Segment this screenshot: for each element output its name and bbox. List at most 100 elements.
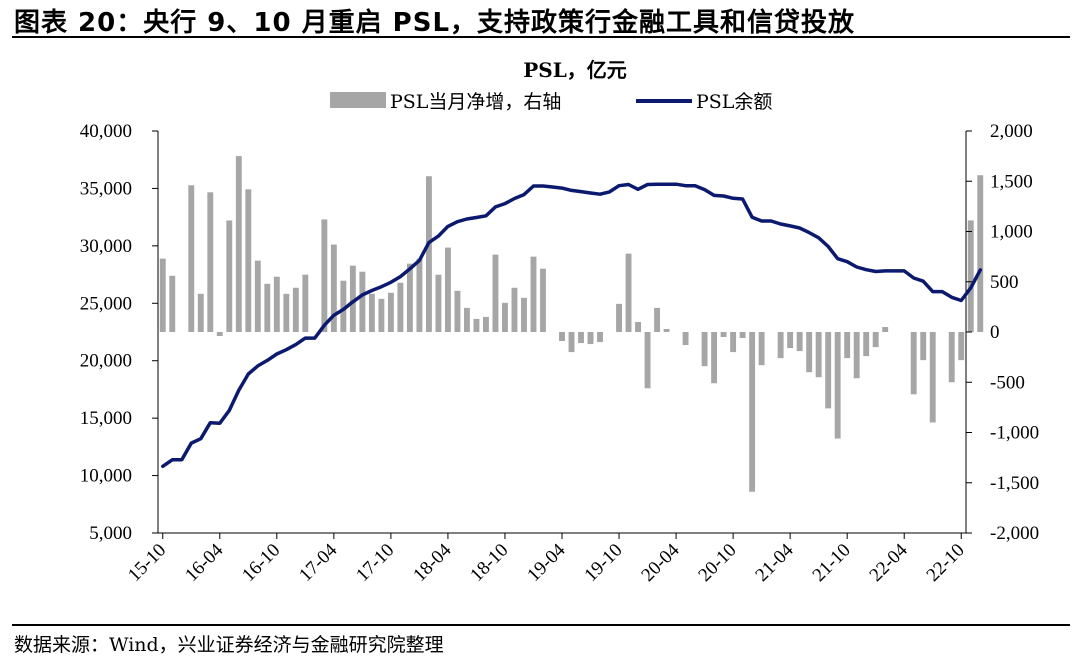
legend-bar-label: PSL当月净增，右轴 (390, 91, 561, 113)
bar-net-increase (159, 258, 166, 332)
bar-net-increase (530, 256, 537, 332)
x-tick-label: 17-04 (295, 539, 342, 586)
bar-net-increase (739, 332, 746, 339)
bar-net-increase (521, 297, 527, 332)
x-tick-label: 22-04 (866, 539, 913, 586)
bottom-rule (12, 624, 1070, 626)
bar-net-increase (787, 332, 794, 349)
bar-net-increase (597, 332, 603, 343)
right-tick-label: -2,000 (990, 523, 1039, 544)
bar-net-increase (777, 332, 784, 359)
bar-net-increase (863, 332, 870, 357)
bar-net-increase (929, 332, 936, 423)
bar-net-increase (578, 332, 584, 344)
bar-net-increase (559, 332, 565, 342)
bar-net-increase (492, 254, 499, 332)
bar-net-increase (635, 321, 641, 332)
bar-net-increase (511, 287, 518, 332)
bar-net-increase (416, 258, 423, 332)
bar-net-increase (644, 332, 651, 389)
bar-net-increase (882, 326, 889, 332)
bar-net-increase (188, 185, 195, 332)
bar-net-increase (948, 332, 955, 383)
bar-net-increase (682, 332, 689, 346)
x-tick-label: 18-10 (466, 540, 512, 586)
right-tick-label: -500 (990, 372, 1025, 393)
bar-net-increase (330, 244, 337, 332)
bar-net-increase (397, 282, 404, 332)
x-tick-label: 20-10 (694, 540, 740, 586)
bar-net-increase (663, 328, 670, 332)
bar-net-increase (958, 332, 965, 361)
bar-net-increase (216, 332, 223, 337)
bar-net-increase (616, 303, 622, 332)
x-tick-label: 16-04 (181, 539, 228, 586)
bar-net-increase (292, 287, 299, 332)
x-tick-label: 19-10 (580, 540, 626, 586)
bar-net-increase (454, 290, 461, 332)
bar-net-increase (977, 175, 984, 332)
bar-net-increase (340, 280, 347, 332)
right-tick-label: 500 (990, 272, 1019, 293)
bar-net-increase (197, 293, 204, 332)
bar-net-increase (920, 332, 927, 361)
bar-net-increase (302, 274, 309, 332)
bar-net-increase (169, 275, 176, 332)
x-tick-label: 19-04 (523, 539, 570, 586)
x-tick-label: 17-10 (352, 540, 398, 586)
left-tick-label: 20,000 (80, 351, 132, 372)
right-tick-label: -1,500 (990, 473, 1039, 494)
bar-net-increase (825, 332, 832, 409)
bar-net-increase (815, 332, 822, 378)
bar-net-increase (834, 332, 841, 439)
bar-net-increase (207, 192, 214, 332)
x-tick-label: 22-10 (923, 540, 969, 586)
bar-net-increase (749, 332, 756, 492)
bar-net-increase (283, 293, 290, 332)
bar-net-increase (844, 332, 851, 359)
bar-net-increase (473, 318, 480, 332)
left-tick-label: 40,000 (80, 121, 132, 142)
x-tick-label: 21-04 (751, 539, 798, 586)
bar-net-increase (435, 274, 442, 332)
right-tick-label: -1,000 (990, 423, 1039, 444)
bar-net-increase (235, 156, 242, 332)
bar-net-increase (758, 332, 765, 366)
bar-net-increase (540, 268, 546, 332)
bar-net-increase (853, 332, 860, 379)
bar-net-increase (806, 332, 813, 373)
bar-net-increase (910, 332, 917, 395)
bar-net-increase (349, 265, 356, 332)
bar-net-increase (254, 260, 261, 332)
left-tick-label: 5,000 (89, 523, 132, 544)
left-tick-label: 10,000 (80, 466, 132, 487)
bar-net-increase (654, 307, 661, 332)
bar-net-increase (568, 332, 575, 353)
bar-net-increase (730, 332, 737, 353)
bar-net-increase (796, 332, 803, 352)
legend-bar-swatch (330, 92, 386, 108)
bar-net-increase (463, 307, 470, 332)
legend-line-label: PSL余额 (696, 91, 772, 113)
left-tick-label: 15,000 (80, 408, 132, 429)
bar-net-increase (406, 263, 413, 332)
bar-net-increase (321, 219, 328, 332)
bar-net-increase (226, 220, 233, 332)
x-tick-label: 18-04 (409, 539, 456, 586)
bar-net-increase (502, 302, 508, 332)
left-tick-label: 30,000 (80, 236, 132, 257)
x-tick-label: 16-10 (238, 540, 284, 586)
chart-title: PSL，亿元 (523, 58, 627, 82)
bar-net-increase (368, 293, 375, 332)
x-tick-label: 21-10 (809, 540, 855, 586)
left-tick-label: 25,000 (80, 293, 132, 314)
bar-net-increase (245, 189, 252, 332)
right-tick-label: 1,000 (990, 222, 1033, 243)
right-tick-label: 0 (990, 322, 1000, 343)
x-tick-label: 15-10 (124, 540, 170, 586)
bar-net-increase (701, 332, 708, 367)
right-tick-label: 2,000 (990, 121, 1033, 142)
bar-net-increase (720, 332, 727, 338)
bar-net-increase (264, 283, 271, 332)
